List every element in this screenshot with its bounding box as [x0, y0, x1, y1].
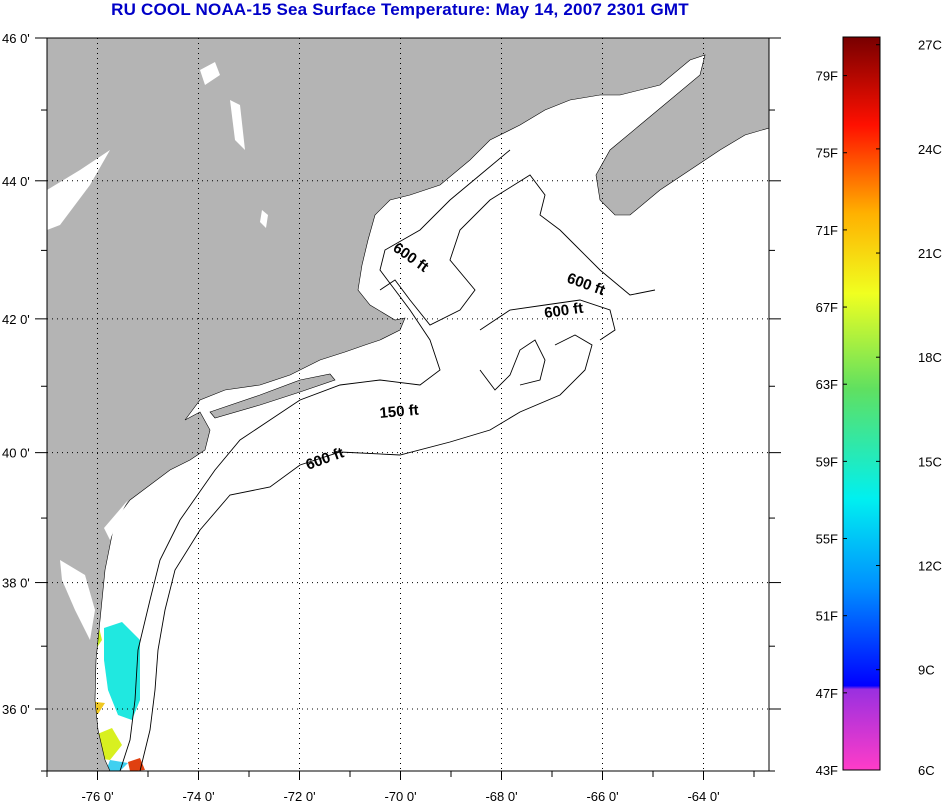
contour-600ft-shelf	[139, 334, 593, 771]
colorbar-c-label: 21C	[918, 246, 942, 261]
colorbar-c-label: 6C	[918, 763, 935, 778]
colorbar-c-label: 9C	[918, 663, 935, 678]
axis-ticks	[35, 37, 781, 780]
colorbar-f-label: 79F	[816, 69, 838, 84]
lon-tick-label: -72 0'	[283, 789, 315, 804]
lat-tick-label: 38 0'	[2, 576, 30, 591]
lon-tick-label: -66 0'	[586, 789, 618, 804]
map-frame	[46, 37, 770, 772]
lat-tick-label: 40 0'	[2, 446, 30, 461]
colorbar-c-label: 27C	[918, 38, 942, 53]
contour-georges-detail	[479, 339, 546, 391]
lon-tick-label: -64 0'	[687, 789, 719, 804]
contour-label: 600 ft	[543, 300, 584, 322]
inland-water	[47, 62, 268, 640]
colorbar-f-label: 75F	[816, 146, 838, 161]
colorbar-c-label: 18C	[918, 350, 942, 365]
map-title: RU COOL NOAA-15 Sea Surface Temperature:…	[111, 0, 689, 19]
contour-600ft-georges	[479, 299, 616, 341]
lon-tick-label: -76 0'	[81, 789, 113, 804]
graticule	[47, 38, 769, 771]
colorbar-c-label: 24C	[918, 142, 942, 157]
contour-600ft-gulf	[379, 174, 656, 326]
colorbar-f-label: 55F	[816, 532, 838, 547]
colorbar-c-label: 15C	[918, 454, 942, 469]
lon-tick-label: -74 0'	[182, 789, 214, 804]
colorbar	[842, 36, 881, 771]
axis-labels: -76 0' -74 0' -72 0' -70 0' -68 0' -66 0' -64 …	[2, 31, 720, 804]
lat-tick-label: 44 0'	[2, 174, 30, 189]
colorbar-f-label: 63F	[816, 377, 838, 392]
colorbar-f-label: 47F	[816, 686, 838, 701]
lat-tick-label: 42 0'	[2, 312, 30, 327]
colorbar-c-label: 12C	[918, 559, 942, 574]
colorbar-f-label: 71F	[816, 223, 838, 238]
lon-tick-label: -68 0'	[485, 789, 517, 804]
lat-tick-label: 36 0'	[2, 702, 30, 717]
contour-150ft	[119, 149, 511, 771]
colorbar-f-label: 67F	[816, 300, 838, 315]
colorbar-f-label: 59F	[816, 454, 838, 469]
contour-label: 150 ft	[379, 402, 420, 422]
colorbar-f-label: 43F	[816, 763, 838, 778]
colorbar-labels: 79F 75F 71F 67F 63F 59F 55F 51F 47F 43F 27C 24C 21C 1…	[816, 38, 942, 778]
depth-contours	[119, 149, 656, 771]
lat-tick-label: 46 0'	[2, 31, 30, 46]
colorbar-f-label: 51F	[816, 609, 838, 624]
long-island	[209, 373, 336, 419]
lon-tick-label: -70 0'	[384, 789, 416, 804]
